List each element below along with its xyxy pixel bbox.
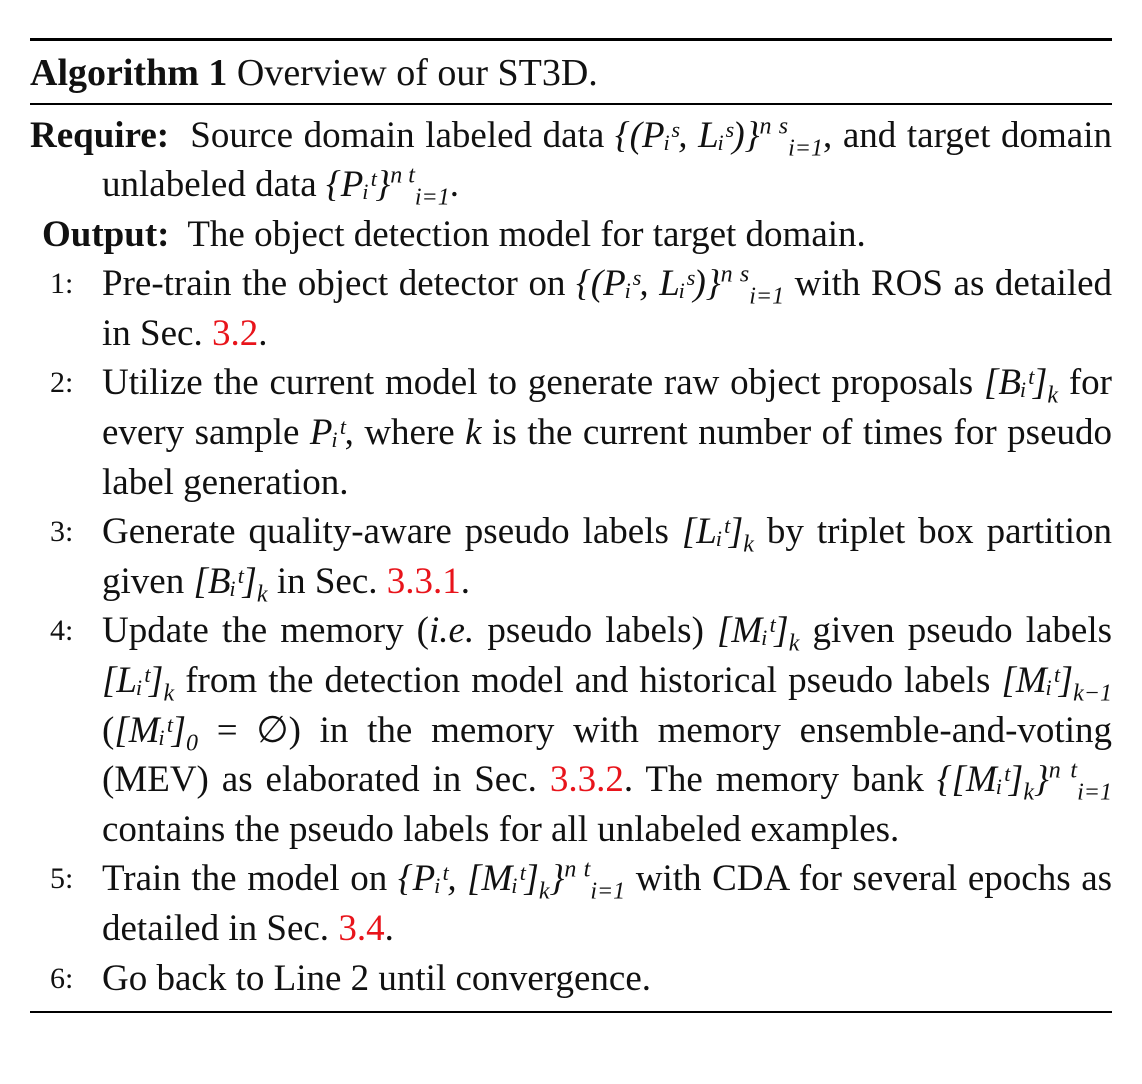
step-number: 3:	[50, 515, 74, 549]
math-expr: {(Pᵢˢ, Lᵢˢ)}n si=1	[576, 261, 785, 310]
math-expr: [Lᵢᵗ]k	[102, 660, 175, 707]
step-number: 4:	[50, 614, 74, 648]
step-1: 1: Pre-train the object detector on {(Pᵢ…	[30, 259, 1112, 358]
output-line: Output: The object detection model for t…	[30, 210, 1112, 260]
math-expr: {Pᵢᵗ, [Mᵢᵗ]k}n ti=1	[397, 857, 626, 905]
math-expr: Pᵢᵗ	[309, 412, 345, 454]
math-expr: [Lᵢᵗ]k	[681, 511, 754, 558]
math-expr: [Mᵢᵗ]0	[114, 709, 199, 757]
section-ref-link[interactable]: 3.3.1	[386, 560, 461, 602]
section-ref-link[interactable]: 3.2	[211, 312, 259, 354]
step-5: 5: Train the model on {Pᵢᵗ, [Mᵢᵗ]k}n ti=…	[30, 854, 1112, 953]
title-rule	[30, 103, 1112, 105]
bottom-rule	[30, 1011, 1112, 1013]
require-text-2: , and target domain unlabeled data	[102, 114, 1113, 206]
math-expr: {[Mᵢᵗ]k}n ti=1	[936, 757, 1112, 806]
step-6: 6: Go back to Line 2 until convergence.	[30, 954, 1112, 1004]
step-3: 3: Generate quality-aware pseudo labels …	[30, 507, 1112, 606]
output-keyword: Output:	[42, 213, 170, 255]
algorithm-body: Require: Source domain labeled data {(Pᵢ…	[30, 105, 1112, 1012]
require-line: Require: Source domain labeled data {(Pᵢ…	[30, 113, 1113, 211]
top-rule	[30, 38, 1112, 41]
math-expr: [Mᵢᵗ]k	[717, 610, 800, 657]
math-expr: [Mᵢᵗ]k−1	[1001, 660, 1112, 707]
section-ref-link[interactable]: 3.4	[338, 908, 385, 949]
require-text: Source domain labeled data	[190, 114, 605, 156]
require-keyword: Require:	[30, 114, 170, 156]
math-expr: [Bᵢᵗ]k	[193, 560, 268, 608]
target-data-math: {Pᵢᵗ}n ti=1	[325, 162, 450, 211]
step-4: 4: Update the memory (i.e. pseudo labels…	[30, 606, 1112, 854]
algorithm-label: Algorithm 1	[30, 52, 228, 94]
math-expr: [Bᵢᵗ]k	[983, 362, 1059, 409]
math-expr: k	[465, 412, 482, 454]
output-text: The object detection model for target do…	[187, 213, 866, 255]
step-number: 2:	[50, 366, 74, 400]
step-2: 2: Utilize the current model to generate…	[30, 358, 1112, 507]
section-ref-link[interactable]: 3.3.2	[549, 759, 624, 801]
step-number: 6:	[50, 961, 74, 995]
step-number: 1:	[50, 267, 74, 301]
algorithm-box: Algorithm 1 Overview of our ST3D. Requir…	[30, 38, 1112, 1013]
algorithm-caption: Overview of our ST3D.	[236, 52, 598, 94]
source-data-math: {(Pᵢˢ, Lᵢˢ)}n si=1	[614, 113, 823, 161]
algorithm-title: Algorithm 1 Overview of our ST3D.	[30, 41, 1112, 103]
step-number: 5:	[50, 862, 74, 896]
